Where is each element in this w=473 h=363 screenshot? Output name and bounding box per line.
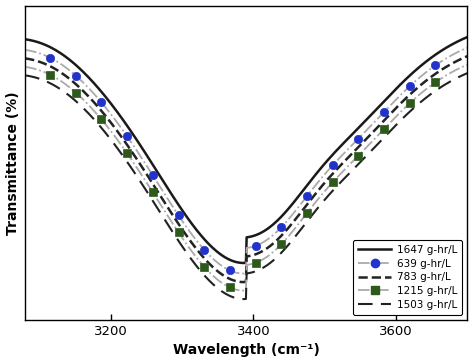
639 g-hr/L [101, 103, 106, 107]
1503 g-hr/L [241, 297, 246, 301]
1215 g-hr/L [222, 283, 228, 287]
1503 g-hr/L [356, 162, 362, 166]
783 g-hr/L [318, 185, 324, 189]
1647 g-hr/L [356, 125, 362, 130]
Legend: 1647 g-hr/L, 639 g-hr/L, 783 g-hr/L, 1215 g-hr/L, 1503 g-hr/L: 1647 g-hr/L, 639 g-hr/L, 783 g-hr/L, 121… [353, 240, 462, 315]
Line: 639 g-hr/L: 639 g-hr/L [25, 48, 467, 274]
1503 g-hr/L [22, 73, 28, 78]
639 g-hr/L [241, 272, 246, 276]
1215 g-hr/L [464, 62, 470, 67]
639 g-hr/L [136, 151, 142, 156]
639 g-hr/L [284, 219, 289, 224]
1647 g-hr/L [241, 261, 246, 265]
783 g-hr/L [356, 144, 362, 149]
Line: 783 g-hr/L: 783 g-hr/L [25, 56, 467, 282]
639 g-hr/L [464, 45, 470, 50]
1503 g-hr/L [284, 245, 289, 249]
Line: 1503 g-hr/L: 1503 g-hr/L [25, 73, 467, 299]
1503 g-hr/L [136, 177, 142, 182]
1215 g-hr/L [22, 65, 28, 69]
1503 g-hr/L [222, 291, 228, 296]
783 g-hr/L [464, 54, 470, 58]
1647 g-hr/L [22, 37, 28, 41]
Y-axis label: Transmittance (%): Transmittance (%) [6, 91, 19, 234]
1647 g-hr/L [101, 92, 106, 96]
639 g-hr/L [222, 266, 228, 270]
1647 g-hr/L [318, 166, 324, 170]
1647 g-hr/L [464, 35, 470, 39]
639 g-hr/L [356, 136, 362, 140]
1503 g-hr/L [464, 71, 470, 75]
783 g-hr/L [22, 56, 28, 61]
639 g-hr/L [22, 48, 28, 52]
1503 g-hr/L [318, 201, 324, 206]
Line: 1215 g-hr/L: 1215 g-hr/L [25, 65, 467, 290]
1215 g-hr/L [318, 193, 324, 197]
1647 g-hr/L [284, 209, 289, 213]
783 g-hr/L [284, 228, 289, 232]
639 g-hr/L [318, 176, 324, 180]
1215 g-hr/L [101, 119, 106, 124]
783 g-hr/L [222, 274, 228, 279]
783 g-hr/L [101, 111, 106, 115]
783 g-hr/L [241, 280, 246, 284]
1215 g-hr/L [241, 288, 246, 293]
783 g-hr/L [136, 160, 142, 164]
1503 g-hr/L [101, 128, 106, 132]
1647 g-hr/L [222, 255, 228, 260]
Line: 1647 g-hr/L: 1647 g-hr/L [25, 37, 467, 263]
1215 g-hr/L [284, 236, 289, 241]
1215 g-hr/L [356, 153, 362, 157]
X-axis label: Wavelength (cm⁻¹): Wavelength (cm⁻¹) [173, 343, 320, 358]
1647 g-hr/L [136, 141, 142, 145]
1215 g-hr/L [136, 168, 142, 173]
